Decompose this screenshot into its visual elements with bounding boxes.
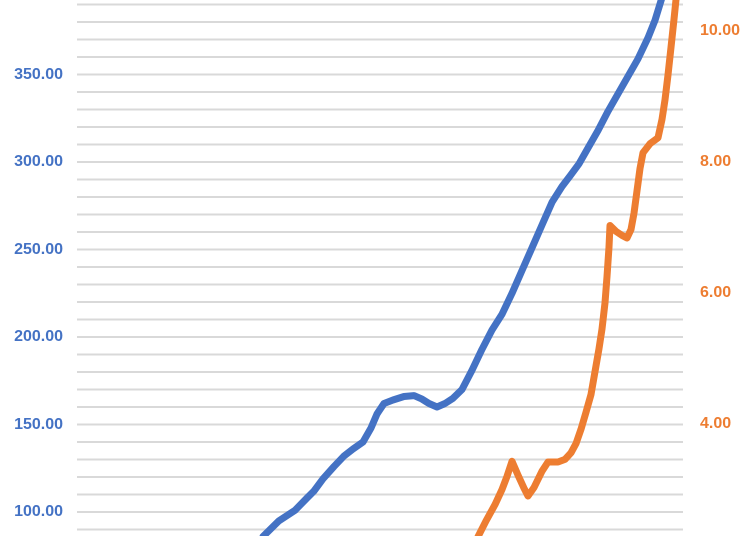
left-axis-tick-label: 350.00 xyxy=(14,65,63,83)
left-axis-tick-label: 300.00 xyxy=(14,153,63,170)
right-axis-tick-label: 10.00 xyxy=(700,22,741,39)
horizontal-gridlines xyxy=(77,3,683,531)
right-axis-tick-label: 4.00 xyxy=(700,415,732,432)
left-axis-tick-label: 250.00 xyxy=(14,240,63,258)
left-axis-tick-label: 100.00 xyxy=(14,503,63,520)
right-axis-tick-label: 6.00 xyxy=(700,284,732,301)
left-axis-tick-label: 200.00 xyxy=(14,328,63,345)
orange-line-series xyxy=(474,0,680,536)
blue-line-series xyxy=(259,0,665,536)
right-axis-tick-label: 8.00 xyxy=(700,153,732,170)
left-axis-tick-label: 150.00 xyxy=(14,415,63,433)
